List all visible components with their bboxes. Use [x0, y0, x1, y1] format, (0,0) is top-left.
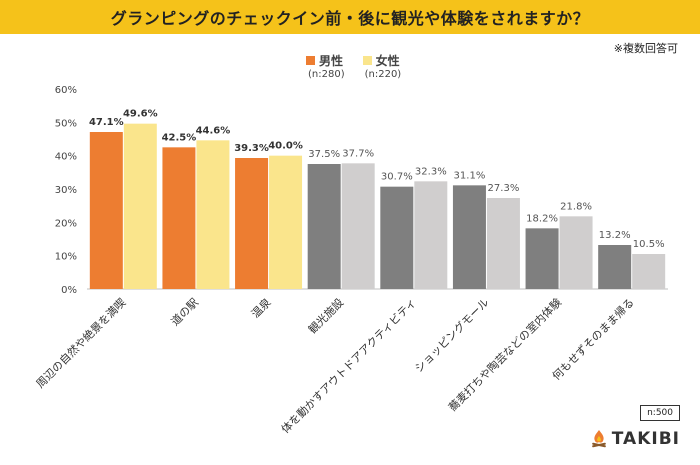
sample-size-box: n:500 — [640, 405, 680, 421]
campfire-icon — [591, 430, 606, 448]
data-label: 21.8% — [560, 201, 592, 212]
bar-male — [452, 185, 486, 289]
data-label: 32.3% — [415, 166, 447, 177]
legend-label-male: 男性 — [319, 54, 344, 68]
bar-male — [162, 147, 196, 289]
x-category-label: ショッピングモール — [412, 295, 492, 375]
data-label: 31.1% — [454, 170, 486, 181]
bar-female — [269, 155, 303, 289]
bar-female — [559, 216, 593, 289]
data-label: 30.7% — [381, 172, 413, 183]
y-tick-label: 20% — [55, 218, 77, 229]
bar-female — [123, 123, 157, 290]
chart-title: グランピングのチェックイン前・後に観光や体験をされますか？ — [110, 9, 590, 28]
data-label: 27.3% — [488, 183, 520, 194]
x-category-label: 周辺の自然や絶景を満喫 — [33, 295, 128, 390]
data-label: 13.2% — [599, 230, 631, 241]
bar-male — [380, 186, 414, 289]
bar-female — [632, 254, 666, 289]
data-label: 49.6% — [123, 109, 158, 120]
legend-label-female: 女性 — [375, 54, 400, 68]
x-category-label: 体を動かすアウトドアアクティビティ — [278, 295, 419, 436]
y-tick-label: 10% — [55, 252, 77, 263]
data-label: 10.5% — [633, 239, 665, 250]
legend-count-male: (n:280) — [308, 69, 345, 80]
bar-male — [235, 158, 269, 289]
data-label: 37.5% — [308, 149, 340, 160]
data-label: 47.1% — [89, 117, 124, 128]
data-label: 18.2% — [526, 213, 558, 224]
legend-item-male: 男性 (n:280) — [306, 52, 345, 80]
legend-item-female: 女性 (n:220) — [362, 52, 402, 80]
legend-swatch-male — [306, 56, 315, 65]
brand-logo: TAKIBI — [590, 429, 680, 449]
bar-female — [341, 163, 375, 289]
title-bar: グランピングのチェックイン前・後に観光や体験をされますか？ — [0, 0, 700, 34]
bar-female — [196, 140, 230, 289]
x-category-label: 道の駅 — [168, 295, 201, 328]
data-label: 40.0% — [268, 141, 303, 152]
bar-female — [486, 198, 520, 289]
y-tick-label: 60% — [55, 85, 77, 96]
x-category-label: 温泉 — [248, 295, 273, 320]
brand-name: TAKIBI — [611, 429, 680, 449]
x-category-label: 何もせずそのまま帰る — [550, 296, 637, 383]
bar-male — [307, 164, 341, 289]
data-label: 44.6% — [196, 125, 231, 136]
x-category-label: 観光施設 — [305, 295, 346, 336]
legend-count-female: (n:220) — [364, 69, 402, 80]
legend-swatch-female — [362, 56, 372, 65]
data-label: 39.3% — [234, 143, 269, 154]
y-tick-label: 30% — [55, 185, 77, 196]
data-label: 37.7% — [342, 148, 374, 159]
legend: 男性 (n:280) 女性 (n:220) — [306, 52, 401, 80]
y-tick-label: 50% — [55, 118, 77, 129]
y-tick-label: 0% — [61, 285, 77, 296]
bar-male — [598, 245, 632, 289]
y-tick-label: 40% — [55, 152, 77, 163]
bar-male — [525, 228, 559, 289]
x-category-label: 蕎麦打ちや陶芸などの室内体験 — [445, 295, 564, 414]
bar-female — [414, 181, 448, 289]
multiple-answers-note: ※複数回答可 — [613, 42, 678, 55]
bar-male — [89, 132, 123, 289]
data-label: 42.5% — [162, 132, 197, 143]
